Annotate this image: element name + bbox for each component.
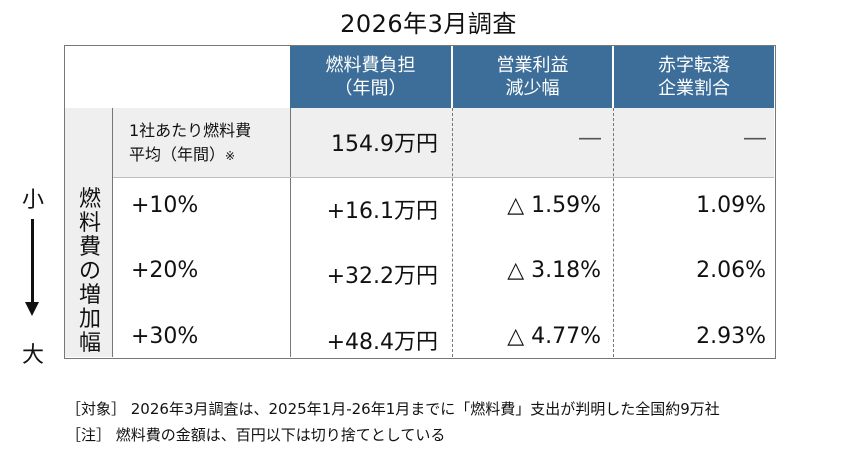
fuel-30-value: +48.4万円 [326,330,438,355]
header-fuel-cost-line1: 燃料費負担 [325,55,416,76]
fuel-20-value: +32.2万円 [326,264,438,289]
header-deficit-ratio-line1: 赤字転落 [658,55,730,76]
deficit-10-value: 1.09% [696,193,766,218]
increase-30-label: +30% [131,324,199,349]
divider-fuel [452,108,453,357]
header-fuel-cost: 燃料費負担 （年間） [290,46,451,108]
header-fuel-cost-line2: （年間） [334,78,407,99]
header-profit-decrease-line1: 営業利益 [496,55,569,76]
deficit-20-value: 2.06% [696,258,766,283]
average-deficit-value: ― [744,126,766,151]
footnote-note: ［注］ 燃料費の金額は、百円以下は切り捨てとしている [66,426,446,444]
group-label-char: 費 [78,235,101,260]
data-table: 燃料費負担 （年間） 営業利益 減少幅 赤字転落 企業割合 1社あたり燃料費 平… [64,45,776,359]
average-fuel-value: 154.9万円 [331,132,438,157]
increase-group-label: 燃 料 費 の 増 加 幅 [77,188,103,356]
page-title: 2026年3月調査 [340,10,517,38]
header-deficit-ratio: 赤字転落 企業割合 [614,46,774,108]
group-label-char: 燃 [78,187,101,212]
average-row-label: 1社あたり燃料費 平均（年間）※ [129,119,251,168]
divider-label [290,108,291,357]
header-profit-decrease-line2: 減少幅 [505,78,560,99]
fuel-10-value: +16.1万円 [326,199,438,224]
profit-20-value: △ 3.18% [507,258,601,283]
group-label-char: 幅 [78,331,101,356]
group-label-char: 増 [78,283,101,308]
divider-profit [613,108,614,357]
increase-label-column [113,178,290,357]
down-arrow-icon [31,219,34,304]
header-deficit-ratio-line2: 企業割合 [658,78,730,99]
header-profit-decrease: 営業利益 減少幅 [453,46,612,108]
group-label-char: 料 [78,211,101,236]
average-label-line2: 平均（年間） [129,145,226,164]
divider-group [112,108,113,357]
group-label-char: 加 [78,307,101,332]
profit-30-value: △ 4.77% [507,324,601,349]
average-profit-value: ― [579,126,601,151]
average-label-line1: 1社あたり燃料費 [129,121,252,140]
profit-10-value: △ 1.59% [507,193,601,218]
header-empty-cell [65,46,290,109]
arrow-head-icon [25,302,39,316]
scale-small-label: 小 [22,188,45,213]
average-row-divider [113,177,774,178]
average-row-band [65,108,774,178]
deficit-30-value: 2.93% [696,324,766,349]
group-label-char: の [78,259,101,284]
increase-10-label: +10% [131,193,199,218]
footnote-target: ［対象］ 2026年3月調査は、2025年1月-26年1月までに「燃料費」支出が… [66,400,720,418]
average-label-note: ※ [225,149,236,163]
increase-20-label: +20% [131,258,199,283]
scale-big-label: 大 [22,343,45,368]
group-label-column [65,108,113,357]
